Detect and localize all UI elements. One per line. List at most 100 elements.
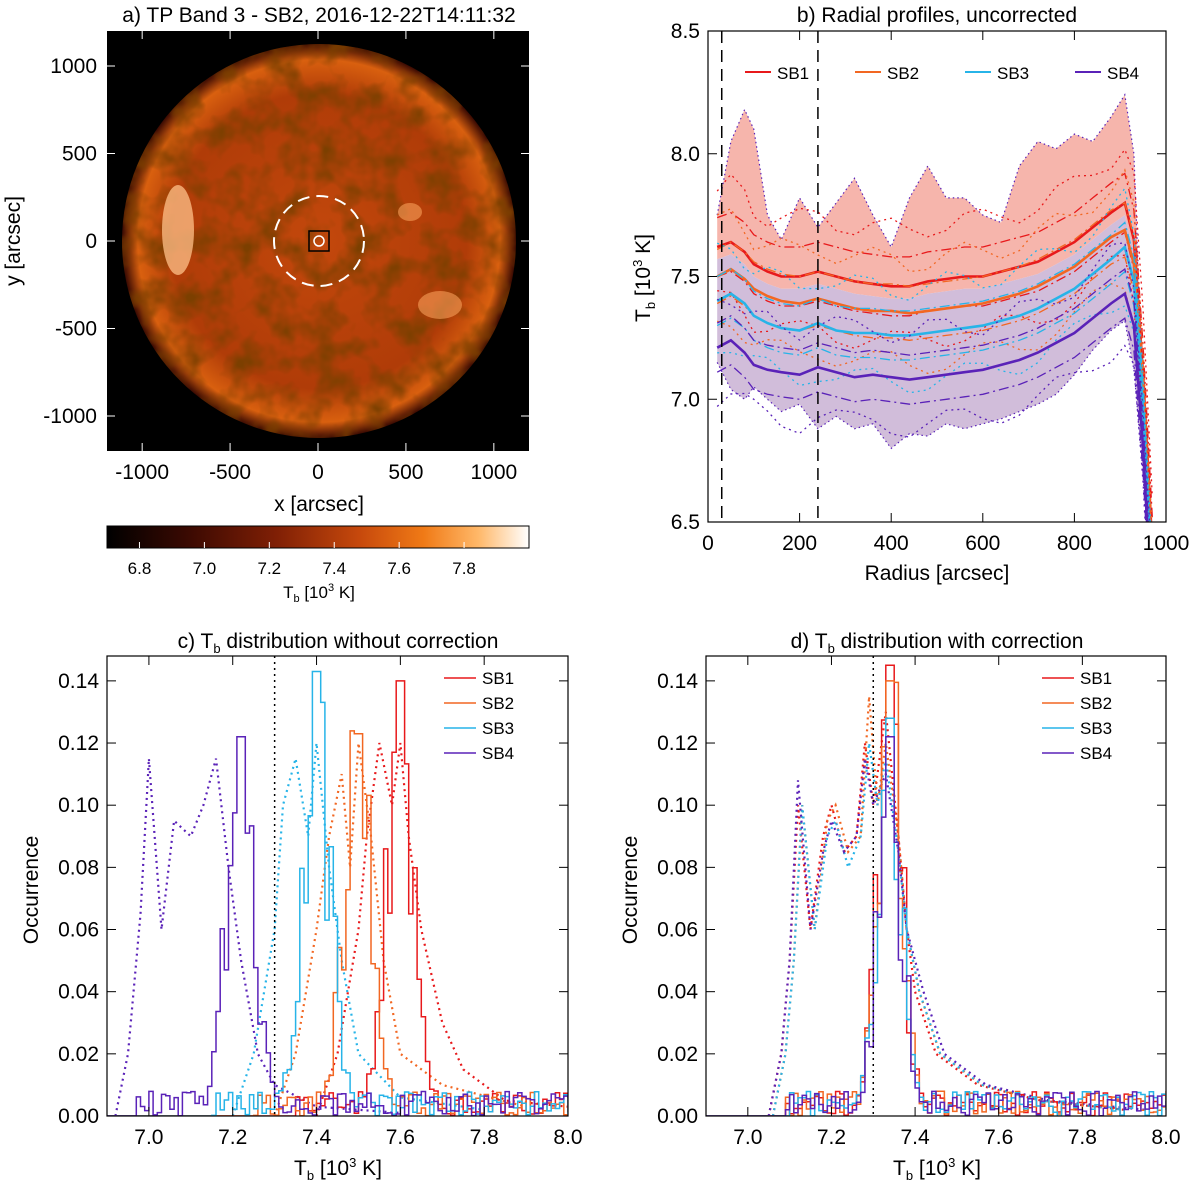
histogram-SB2 [107, 730, 568, 1116]
series-line-SB3 [716, 244, 1150, 522]
y-tick-label: 0.10 [58, 794, 99, 817]
x-tick-label: 7.6 [984, 1126, 1013, 1149]
x-tick-label: 0 [702, 532, 714, 555]
legend-label-SB3: SB3 [482, 719, 514, 738]
lower-envelope-band [717, 215, 1151, 522]
y-tick-label: 8.0 [671, 143, 700, 166]
legend-label-SB1: SB1 [482, 669, 514, 688]
colorbar-tick-label: 7.2 [257, 559, 281, 578]
panel-c-title: c) Tb distribution without correction [178, 630, 499, 656]
dotted-distribution-SB1 [767, 711, 1125, 1116]
series-line-SB4 [716, 291, 1149, 522]
series-lower-dotted-SB3 [717, 304, 1148, 522]
upper-envelope-band [717, 94, 1151, 522]
colorbar-tick-label: 7.4 [322, 559, 346, 578]
colorbar [106, 525, 530, 549]
x-tick-label: 500 [388, 461, 423, 484]
panel-c-xlabel: Tb [103 K] [294, 1155, 382, 1183]
bright-patch-lower-right [418, 291, 462, 319]
x-tick-label: 400 [874, 532, 909, 555]
colorbar-tick-label: 7.0 [193, 559, 217, 578]
y-tick-label: 0.04 [657, 981, 698, 1004]
x-tick-label: 7.0 [733, 1126, 762, 1149]
plot-frame [106, 655, 569, 1117]
dashed-circle [273, 195, 365, 287]
panel-c-ylabel: Occurrence [20, 836, 43, 945]
dotted-distribution-SB2 [273, 742, 527, 1116]
y-tick-label: 0.10 [657, 794, 698, 817]
y-tick-label: 500 [62, 143, 97, 166]
x-tick-label: 7.6 [386, 1126, 415, 1149]
panel-a-ylabel: y [arcsec] [2, 196, 25, 286]
series-upper-dotted-SB3 [716, 186, 1152, 522]
x-tick-label: 7.4 [900, 1126, 930, 1149]
panel-b-xlabel: Radius [arcsec] [865, 562, 1010, 585]
panel-a-solar-map: a) TP Band 3 - SB2, 2016-12-22T14:11:32 … [2, 4, 530, 605]
series-line-SB2 [716, 227, 1151, 522]
y-tick-label: -500 [55, 318, 97, 341]
panel-b-title: b) Radial profiles, uncorrected [797, 4, 1077, 27]
bright-patch-upper-right [398, 203, 422, 221]
x-tick-label: 0 [312, 461, 324, 484]
y-tick-label: 0.00 [657, 1105, 698, 1128]
x-tick-label: -500 [209, 461, 251, 484]
bright-patch-left [162, 185, 194, 275]
legend-label-SB1: SB1 [777, 64, 809, 83]
series-upper-dashdot-SB2 [716, 201, 1152, 522]
y-tick-label: 0.02 [58, 1043, 99, 1066]
legend-label-SB4: SB4 [1080, 744, 1112, 763]
dotted-distribution-SB3 [771, 742, 1125, 1116]
dotted-distribution-SB4 [767, 758, 1146, 1116]
series-lower-dotted-SB2 [716, 283, 1148, 522]
legend-label-SB3: SB3 [1080, 719, 1112, 738]
histogram-SB3 [107, 670, 568, 1116]
y-tick-label: 0.14 [58, 670, 99, 693]
panel-b-radial-profiles: b) Radial profiles, uncorrected 0 200 400 6… [630, 4, 1190, 585]
series-upper-dotted-SB1 [716, 148, 1153, 497]
legend-label-SB2: SB2 [1080, 694, 1112, 713]
legend-label-SB2: SB2 [887, 64, 919, 83]
x-tick-label: 7.2 [218, 1126, 247, 1149]
panel-d-histogram-corrected: d) Tb distribution with correction 7.0 7.… [619, 630, 1181, 1183]
x-tick-label: 600 [965, 532, 1000, 555]
x-tick-label: 8.0 [1151, 1126, 1180, 1149]
panel-d-ylabel: Occurrence [619, 836, 642, 945]
y-tick-label: 0 [85, 230, 97, 253]
x-tick-label: -1000 [115, 461, 169, 484]
y-tick-label: 0.04 [58, 981, 99, 1004]
dotted-distribution-SB2 [771, 696, 1125, 1116]
histogram-SB4 [706, 736, 1166, 1116]
y-tick-label: 6.5 [671, 511, 700, 534]
lower-envelope-edge [716, 319, 1148, 522]
x-tick-label: 7.2 [817, 1126, 846, 1149]
x-tick-label: 7.8 [1068, 1126, 1097, 1149]
colorbar-tick-label: 7.8 [452, 559, 476, 578]
y-tick-label: 0.06 [657, 919, 698, 942]
y-tick-label: 0.08 [58, 856, 99, 879]
y-tick-label: -1000 [43, 405, 97, 428]
x-tick-label: 1000 [1143, 532, 1190, 555]
panel-a-xlabel: x [arcsec] [274, 493, 364, 516]
x-tick-label: 7.8 [470, 1126, 499, 1149]
panel-a-title: a) TP Band 3 - SB2, 2016-12-22T14:11:32 [122, 4, 515, 27]
colorbar-label: Tb [103 K] [283, 582, 355, 605]
y-tick-label: 7.0 [671, 388, 700, 411]
x-tick-label: 200 [782, 532, 817, 555]
histogram-SB3 [706, 717, 1166, 1116]
y-tick-label: 0.08 [657, 856, 698, 879]
legend-label-SB4: SB4 [482, 744, 514, 763]
panel-a-axes: -1000 -500 0 500 1000 1000 500 0 -500 -1000 [43, 31, 529, 484]
plot-frame [705, 655, 1167, 1117]
x-tick-label: 1000 [470, 461, 517, 484]
legend-label-SB2: SB2 [482, 694, 514, 713]
x-tick-label: 7.4 [302, 1126, 332, 1149]
x-tick-label: 7.0 [134, 1126, 163, 1149]
series-upper-dashdot-SB1 [716, 172, 1153, 518]
series-lower-dotted-SB1 [717, 254, 1149, 522]
dotted-distribution-SB4 [114, 758, 401, 1116]
inner-circle [313, 235, 325, 247]
y-tick-label: 1000 [50, 55, 97, 78]
x-tick-label: 800 [1057, 532, 1092, 555]
center-box [308, 230, 330, 252]
